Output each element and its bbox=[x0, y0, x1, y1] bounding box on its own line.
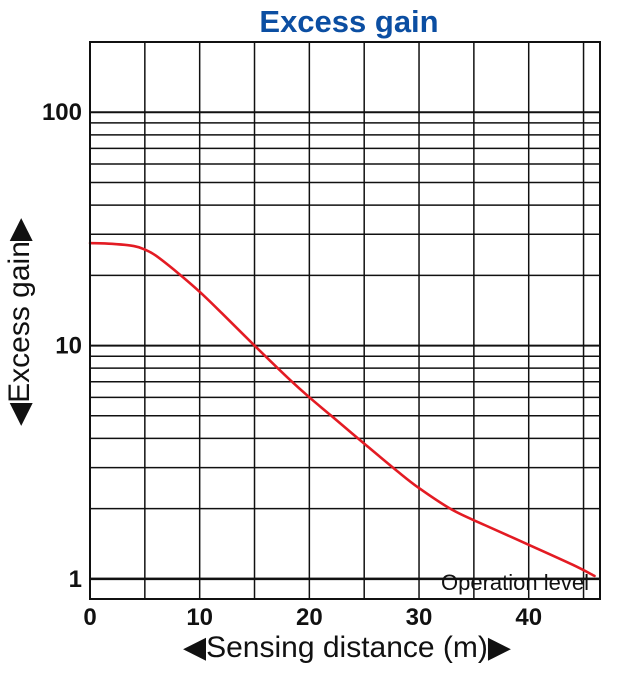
x-tick-label: 30 bbox=[406, 604, 433, 631]
y-tick-label: 10 bbox=[55, 333, 82, 360]
chart-title: Excess gain bbox=[259, 4, 438, 39]
y-tick-label: 100 bbox=[42, 99, 82, 126]
plot-frame bbox=[89, 41, 601, 600]
x-axis-label: ◀Sensing distance (m)▶ bbox=[183, 631, 511, 664]
excess-gain-series-line bbox=[88, 241, 596, 578]
operation-level-annotation: Operation level bbox=[441, 570, 589, 595]
x-tick-label: 40 bbox=[515, 604, 542, 631]
y-tick-labels: 1 10 100 bbox=[42, 99, 82, 593]
y-axis-label: ◀Excess gain▶ bbox=[3, 218, 36, 426]
x-tick-label: 20 bbox=[296, 604, 323, 631]
series-layer bbox=[88, 241, 596, 578]
x-tick-label: 0 bbox=[83, 604, 96, 631]
y-tick-label: 1 bbox=[69, 566, 82, 593]
x-tick-labels: 0 10 20 30 40 bbox=[83, 604, 542, 631]
grid bbox=[90, 42, 600, 599]
x-tick-label: 10 bbox=[186, 604, 213, 631]
